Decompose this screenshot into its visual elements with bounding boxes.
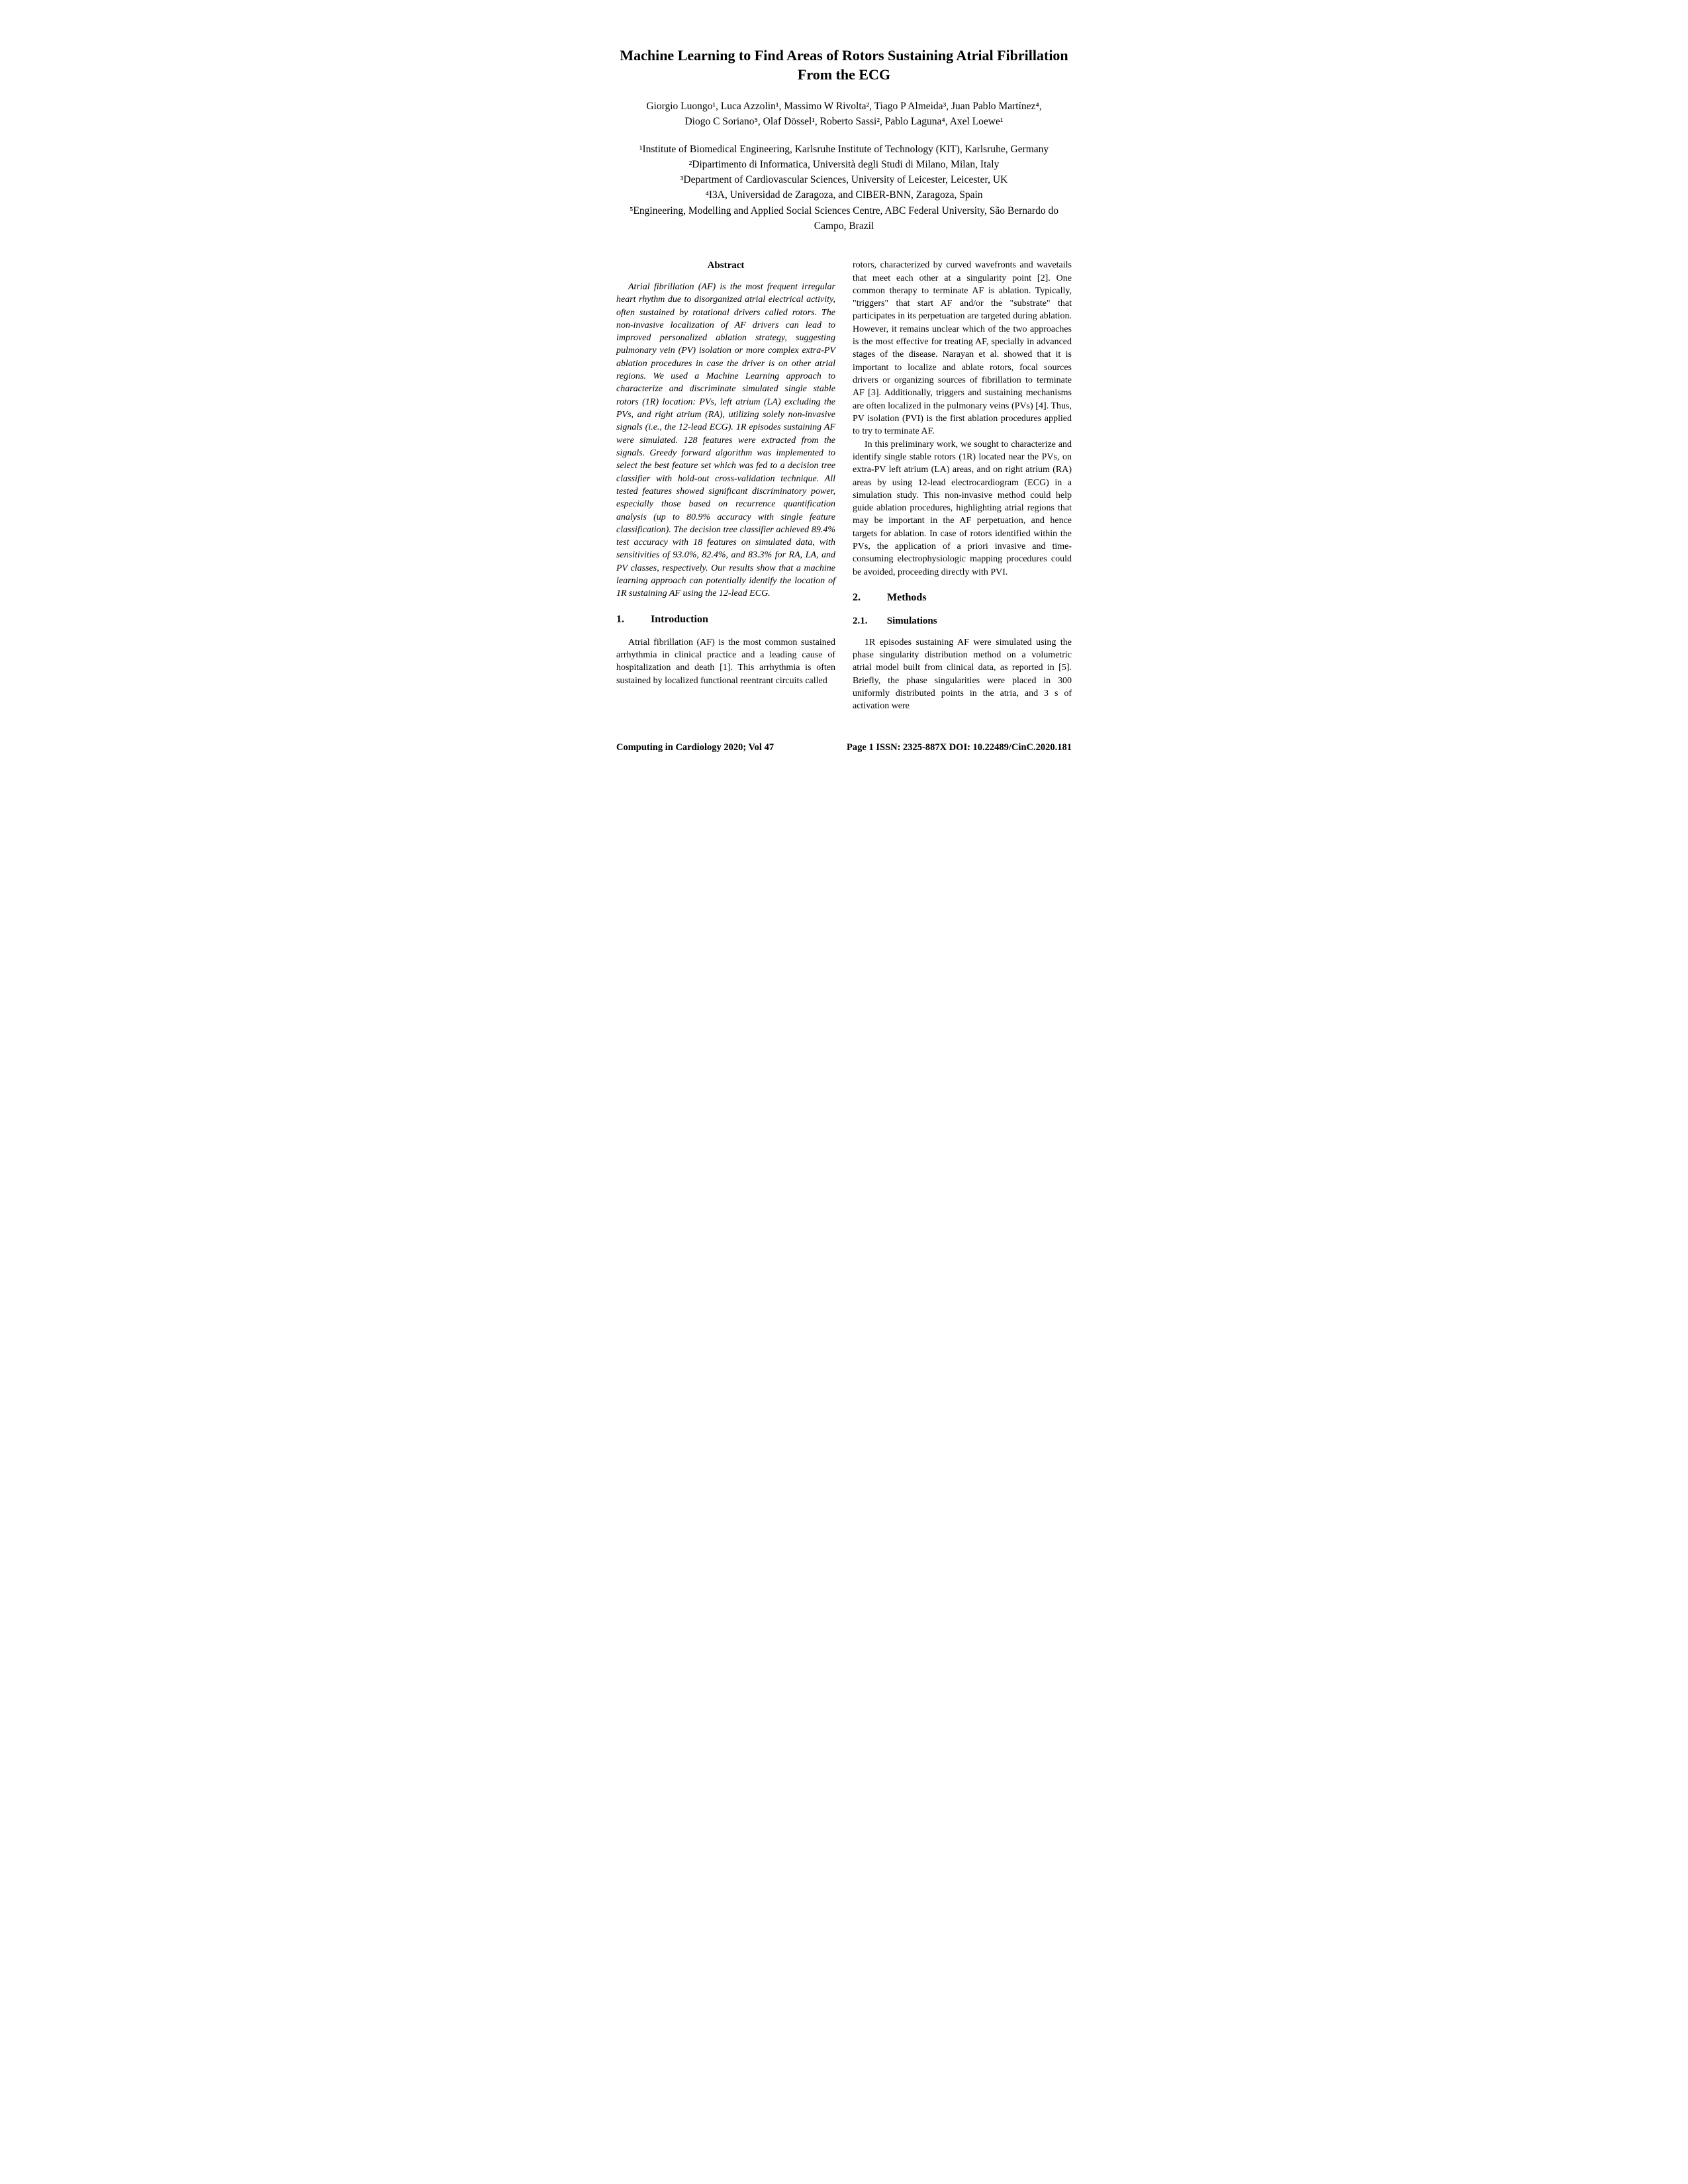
abstract-text: Atrial fibrillation (AF) is the most fre… [616, 281, 835, 600]
footer-right: Page 1 ISSN: 2325-887X DOI: 10.22489/Cin… [847, 742, 1072, 753]
section-1-heading: 1. Introduction [616, 612, 835, 627]
authors-block: Giorgio Luongo¹, Luca Azzolin¹, Massimo … [616, 99, 1072, 130]
section-2-1-para-1: 1R episodes sustaining AF were simulated… [853, 636, 1072, 713]
page: Machine Learning to Find Areas of Rotors… [574, 0, 1114, 786]
section-1-number: 1. [616, 612, 648, 627]
authors-line-2: Diogo C Soriano⁵, Olaf Dössel¹, Roberto … [684, 116, 1003, 127]
section-1-title: Introduction [651, 614, 708, 625]
affiliation-3: ³Department of Cardiovascular Sciences, … [680, 174, 1008, 185]
paper-title: Machine Learning to Find Areas of Rotors… [616, 46, 1072, 84]
right-column: rotors, characterized by curved wavefron… [853, 259, 1072, 712]
left-column: Abstract Atrial fibrillation (AF) is the… [616, 259, 835, 712]
page-footer: Computing in Cardiology 2020; Vol 47 Pag… [616, 742, 1072, 753]
authors-line-1: Giorgio Luongo¹, Luca Azzolin¹, Massimo … [646, 101, 1041, 112]
section-1-para-1b: rotors, characterized by curved wavefron… [853, 259, 1072, 438]
affiliations-block: ¹Institute of Biomedical Engineering, Ka… [616, 142, 1072, 234]
section-1-para-2: In this preliminary work, we sought to c… [853, 438, 1072, 579]
affiliation-4: ⁴I3A, Universidad de Zaragoza, and CIBER… [705, 189, 982, 201]
section-2-1-heading: 2.1. Simulations [853, 614, 1072, 628]
section-2-title: Methods [887, 592, 927, 603]
affiliation-5: ⁵Engineering, Modelling and Applied Soci… [630, 205, 1058, 232]
abstract-heading: Abstract [616, 259, 835, 273]
section-2-1-title: Simulations [887, 616, 937, 626]
section-2-heading: 2. Methods [853, 591, 1072, 605]
footer-left: Computing in Cardiology 2020; Vol 47 [616, 742, 774, 753]
section-2-1-number: 2.1. [853, 614, 884, 628]
two-column-body: Abstract Atrial fibrillation (AF) is the… [616, 259, 1072, 712]
section-1-para-1a: Atrial fibrillation (AF) is the most com… [616, 636, 835, 687]
affiliation-2: ²Dipartimento di Informatica, Università… [689, 159, 1000, 170]
affiliation-1: ¹Institute of Biomedical Engineering, Ka… [639, 144, 1049, 155]
section-2-number: 2. [853, 591, 884, 605]
